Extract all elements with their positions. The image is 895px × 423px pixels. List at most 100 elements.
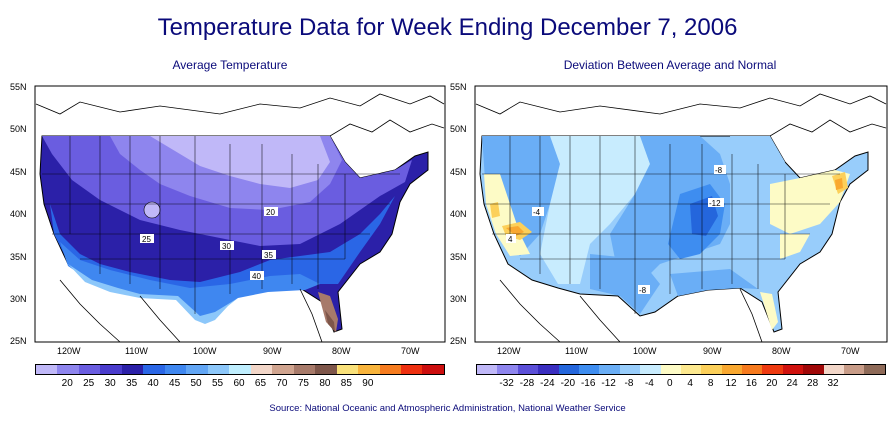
legend-swatch — [844, 365, 865, 374]
legend-label: 90 — [362, 378, 374, 389]
contour-label: -8 — [639, 286, 647, 295]
contour-label: -12 — [709, 199, 721, 208]
lon-label: 120W — [497, 346, 521, 356]
legend-label: 4 — [687, 378, 693, 389]
right-deviation-map: -4 4 -8 -12 -8 — [474, 85, 888, 343]
legend-label: 25 — [83, 378, 95, 389]
legend-swatch — [336, 365, 359, 374]
legend-label: 65 — [254, 378, 267, 389]
legend-swatch — [400, 365, 423, 374]
lat-label: 40N — [10, 209, 27, 219]
legend-swatch — [762, 365, 783, 374]
legend-swatch — [164, 365, 187, 374]
lat-label: 25N — [450, 336, 467, 346]
legend-label: 20 — [766, 378, 778, 389]
legend-label: 30 — [104, 378, 116, 389]
lat-label: 25N — [10, 336, 27, 346]
lat-label: 50N — [450, 124, 467, 134]
lat-label: 35N — [10, 252, 27, 262]
legend-label: 16 — [745, 378, 757, 389]
legend-swatch — [272, 365, 294, 374]
legend-swatch — [619, 365, 641, 374]
legend-label: 32 — [827, 378, 839, 389]
legend-swatch — [78, 365, 101, 374]
legend-label: 28 — [807, 378, 819, 389]
lat-label: 50N — [10, 124, 27, 134]
legend-swatch — [293, 365, 316, 374]
legend-swatch — [721, 365, 743, 374]
legend-swatch — [680, 365, 702, 374]
legend-swatch — [358, 365, 380, 374]
contour-label: 20 — [266, 208, 275, 217]
legend-label: -24 — [540, 378, 555, 389]
legend-label: -8 — [624, 378, 634, 389]
legend-swatch — [207, 365, 230, 374]
legend-swatch — [121, 365, 144, 374]
legend-swatch — [477, 365, 498, 374]
right-map-subtitle: Deviation Between Average and Normal — [563, 58, 777, 72]
legend-swatch — [422, 365, 444, 374]
legend-swatch — [823, 365, 845, 374]
legend-swatch — [864, 365, 885, 374]
right-map-panel: -4 4 -8 -12 -8 55N 50N 45N 40N 35N 30N 2… — [440, 82, 895, 356]
lon-label: 110W — [565, 346, 588, 356]
legend-label: 0 — [667, 378, 673, 389]
legend-swatch — [803, 365, 824, 374]
legend-swatch — [36, 365, 58, 374]
lat-label: 30N — [10, 294, 27, 304]
lon-label: 90W — [703, 346, 722, 356]
legend-label: -32 — [499, 378, 514, 389]
legend-swatch — [186, 365, 208, 374]
lon-label: 100W — [633, 346, 657, 356]
left-color-legend — [35, 364, 445, 375]
contour-label: 25 — [142, 235, 151, 244]
legend-label: 40 — [147, 378, 159, 389]
legend-swatch — [782, 365, 804, 374]
left-map-subtitle: Average Temperature — [172, 58, 288, 72]
legend-label: -16 — [580, 378, 596, 389]
legend-label: -28 — [519, 378, 535, 389]
contour-label: 40 — [252, 272, 261, 281]
page-title: Temperature Data for Week Ending Decembe… — [157, 14, 738, 41]
legend-label: 20 — [61, 378, 73, 389]
lon-label: 110W — [125, 346, 148, 356]
legend-swatch — [701, 365, 722, 374]
legend-swatch — [497, 365, 518, 374]
lon-label: 80W — [772, 346, 791, 356]
source-credit: Source: National Oceanic and Atmospheric… — [269, 403, 626, 414]
lat-label: 30N — [450, 294, 467, 304]
lon-label: 70W — [401, 346, 420, 356]
legend-swatch — [57, 365, 79, 374]
legend-swatch — [599, 365, 620, 374]
legend-label: 55 — [211, 378, 224, 389]
legend-swatch — [100, 365, 122, 374]
contour-label: -4 — [533, 208, 541, 217]
legend-label: 50 — [190, 378, 202, 389]
legend-swatch — [379, 365, 401, 374]
contour-label: 4 — [508, 235, 513, 244]
legend-label: 60 — [233, 378, 245, 389]
legend-label: 24 — [786, 378, 798, 389]
legend-label: 75 — [297, 378, 309, 389]
legend-label: 35 — [126, 378, 138, 389]
legend-swatch — [315, 365, 337, 374]
legend-swatch — [229, 365, 251, 374]
contour-label: 35 — [264, 251, 273, 260]
lat-label: 45N — [10, 167, 27, 177]
lat-label: 40N — [450, 209, 467, 219]
legend-label: -4 — [644, 378, 654, 389]
lat-label: 55N — [450, 82, 467, 92]
legend-swatch — [517, 365, 539, 374]
legend-label: 80 — [319, 378, 331, 389]
left-temperature-map: 20 25 30 35 40 — [34, 85, 446, 343]
contour-label: -8 — [715, 166, 723, 175]
lat-label: 35N — [450, 252, 467, 262]
legend-swatch — [143, 365, 165, 374]
lon-label: 100W — [193, 346, 217, 356]
left-map-panel: 20 25 30 35 40 55N 50N 45N 40N 35N 30N 2… — [0, 82, 450, 356]
legend-label: 70 — [276, 378, 288, 389]
lon-label: 80W — [332, 346, 351, 356]
lon-label: 70W — [841, 346, 860, 356]
legend-label: -20 — [560, 378, 576, 389]
legend-swatch — [660, 365, 681, 374]
